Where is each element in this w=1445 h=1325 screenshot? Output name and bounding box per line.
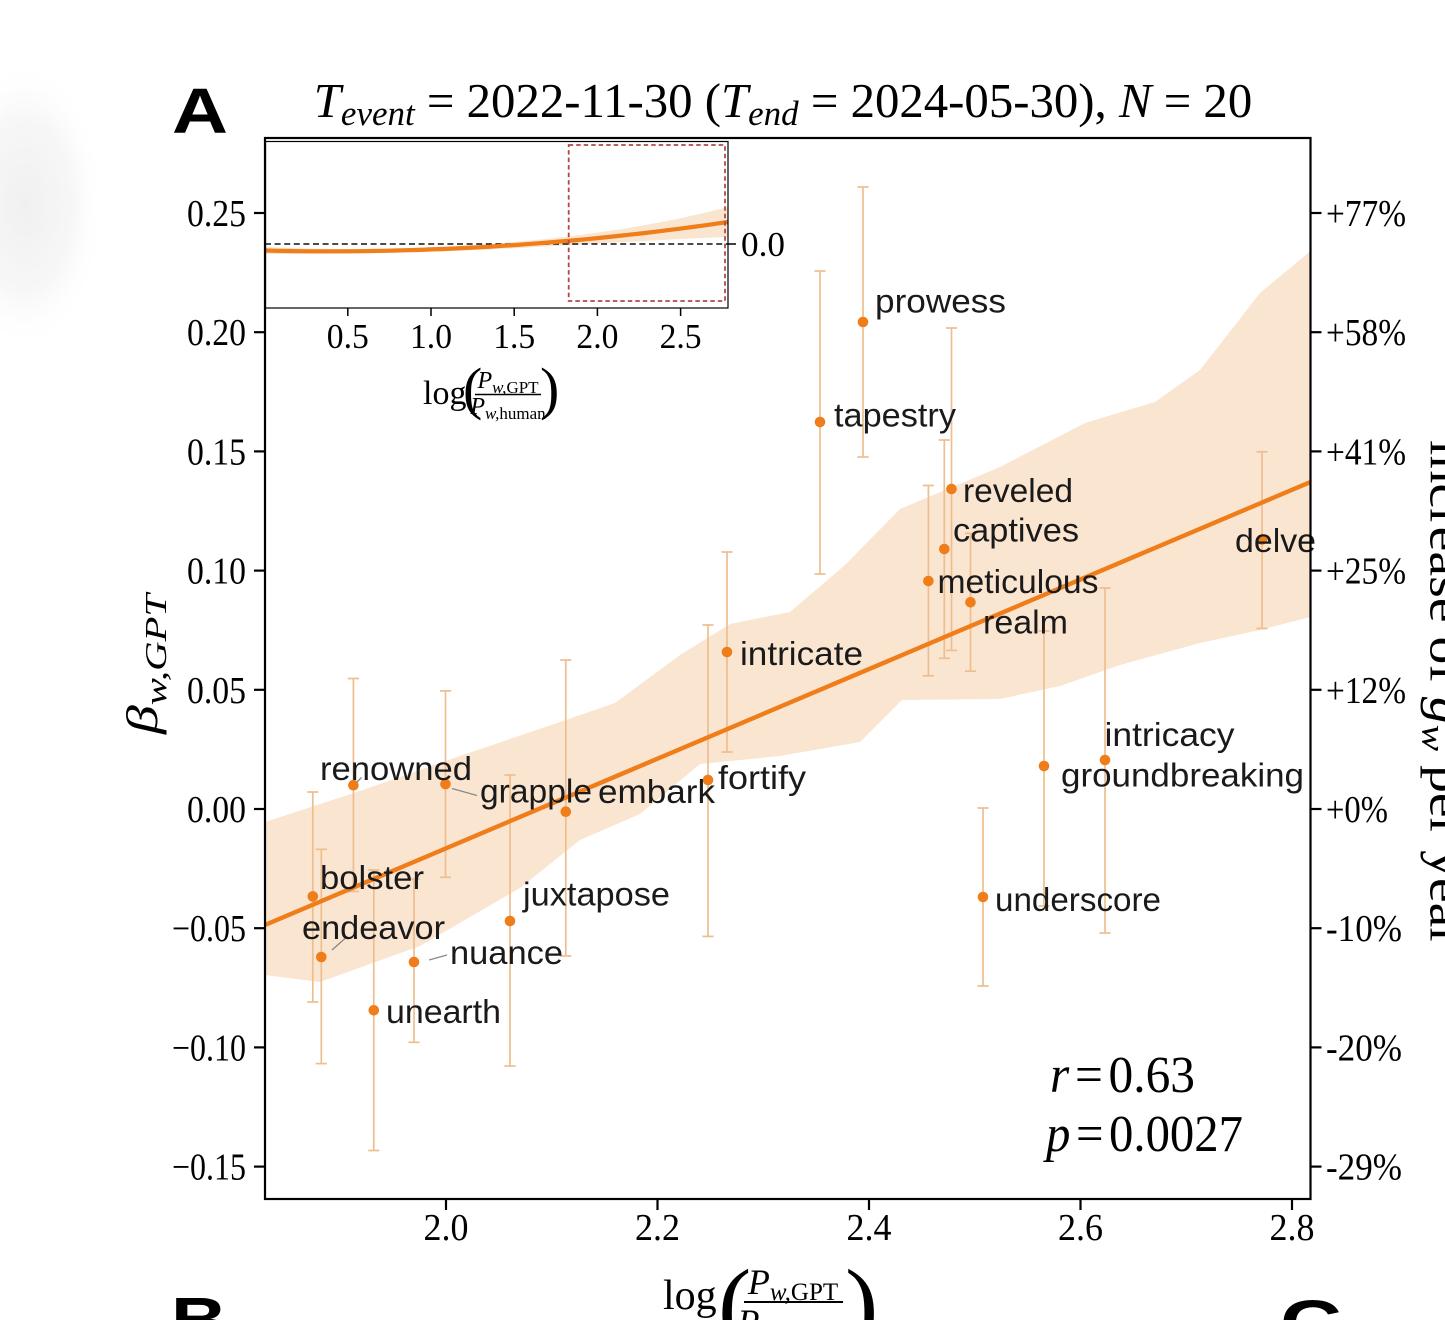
svg-text:delve: delve bbox=[1235, 522, 1316, 559]
svg-text:1.0: 1.0 bbox=[410, 317, 452, 356]
svg-text:groundbreaking: groundbreaking bbox=[1061, 757, 1304, 794]
svg-text:0.5: 0.5 bbox=[327, 317, 369, 356]
svg-text:nuance: nuance bbox=[450, 934, 563, 971]
svg-text:+41%: +41% bbox=[1326, 431, 1406, 473]
svg-text:−0.05: −0.05 bbox=[172, 908, 246, 950]
svg-text:underscore: underscore bbox=[995, 881, 1161, 918]
svg-text:A: A bbox=[172, 75, 228, 147]
svg-text:-10%: -10% bbox=[1326, 908, 1402, 950]
svg-text:−0.15: −0.15 bbox=[172, 1147, 246, 1189]
svg-text:-29%: -29% bbox=[1326, 1147, 1402, 1189]
svg-text:2.5: 2.5 bbox=[660, 317, 702, 356]
svg-text:embark: embark bbox=[598, 773, 716, 810]
svg-text:2.0: 2.0 bbox=[576, 317, 618, 356]
svg-text:log: log bbox=[423, 375, 466, 412]
svg-text:0.0: 0.0 bbox=[741, 225, 785, 264]
svg-text:juxtapose: juxtapose bbox=[522, 876, 670, 913]
svg-text:endeavor: endeavor bbox=[302, 909, 445, 946]
svg-text:2.0: 2.0 bbox=[424, 1207, 469, 1249]
svg-text:log: log bbox=[663, 1273, 717, 1319]
svg-text:1.5: 1.5 bbox=[493, 317, 535, 356]
svg-text:0.00: 0.00 bbox=[187, 789, 246, 831]
svg-text:2.6: 2.6 bbox=[1058, 1207, 1103, 1249]
svg-text:+58%: +58% bbox=[1326, 312, 1406, 354]
svg-text:2.8: 2.8 bbox=[1270, 1207, 1315, 1249]
svg-text:B: B bbox=[171, 1284, 227, 1320]
svg-text:0.15: 0.15 bbox=[187, 431, 246, 473]
svg-text:2.4: 2.4 bbox=[847, 1207, 892, 1249]
svg-text:−0.10: −0.10 bbox=[172, 1027, 246, 1069]
svg-text:+25%: +25% bbox=[1326, 551, 1406, 593]
svg-text:bolster: bolster bbox=[320, 859, 424, 896]
svg-text:0.25: 0.25 bbox=[187, 193, 246, 235]
svg-text:+77%: +77% bbox=[1326, 193, 1406, 235]
svg-text:+0%: +0% bbox=[1326, 789, 1388, 831]
svg-text:prowess: prowess bbox=[875, 283, 1006, 320]
svg-text:0.05: 0.05 bbox=[187, 670, 246, 712]
svg-text:intricacy: intricacy bbox=[1105, 716, 1236, 753]
svg-text:+12%: +12% bbox=[1326, 670, 1406, 712]
svg-text:0.20: 0.20 bbox=[187, 312, 246, 354]
svg-text:-20%: -20% bbox=[1326, 1027, 1402, 1069]
svg-text:meticulous: meticulous bbox=[938, 563, 1099, 600]
svg-text:renowned: renowned bbox=[320, 750, 472, 787]
svg-text:fortify: fortify bbox=[718, 759, 807, 796]
svg-text:tapestry: tapestry bbox=[834, 397, 957, 434]
svg-text:unearth: unearth bbox=[386, 993, 501, 1030]
svg-text:0.10: 0.10 bbox=[187, 551, 246, 593]
svg-text:2.2: 2.2 bbox=[635, 1207, 680, 1249]
svg-text:C: C bbox=[1280, 1287, 1342, 1320]
svg-text:captives: captives bbox=[953, 512, 1079, 549]
svg-text:reveled: reveled bbox=[963, 472, 1073, 509]
svg-text:intricate: intricate bbox=[740, 635, 863, 672]
svg-text:): ) bbox=[845, 1249, 878, 1320]
svg-text:realm: realm bbox=[983, 604, 1068, 641]
svg-text:grapple: grapple bbox=[480, 773, 592, 810]
